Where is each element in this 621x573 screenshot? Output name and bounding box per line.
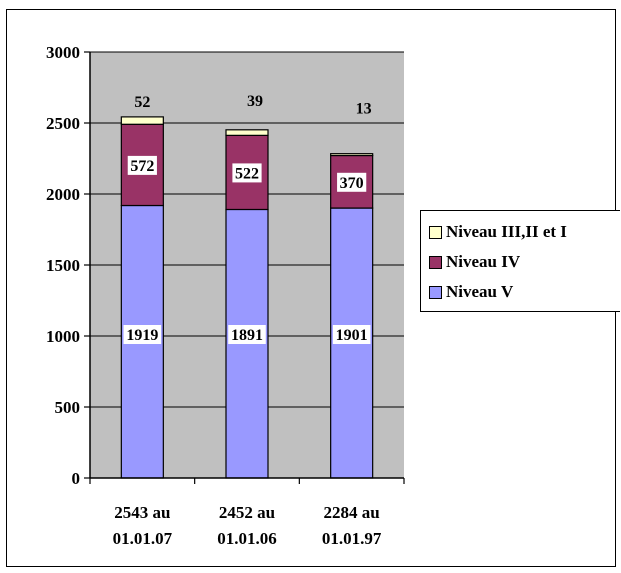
data-label-niveau-3-2-1: 39 xyxy=(247,93,263,110)
x-tick-label: 2543 au xyxy=(114,503,170,522)
x-tick-label: 2284 au xyxy=(324,503,380,522)
data-label-niveau-5: 1919 xyxy=(126,327,158,344)
y-tick-label: 3000 xyxy=(46,43,80,62)
legend-swatch-niveau-4 xyxy=(429,255,442,269)
y-tick-label: 500 xyxy=(55,398,81,417)
data-label-niveau-5-box xyxy=(332,325,371,344)
x-tick-label: 01.01.97 xyxy=(322,529,382,548)
data-label-niveau-5: 1891 xyxy=(231,327,263,344)
data-label-niveau-5: 1901 xyxy=(336,327,368,344)
data-label-niveau-5-box xyxy=(123,325,162,344)
bar-segment xyxy=(120,116,164,125)
legend-label: Niveau V xyxy=(446,282,514,301)
data-label-niveau-4-box xyxy=(337,172,367,192)
x-tick-label: 01.01.06 xyxy=(217,529,277,548)
data-label-niveau-5-box xyxy=(228,325,266,344)
legend: Niveau III,II et I Niveau IV Niveau V xyxy=(420,210,620,312)
data-label-niveau-3-2-1: 13 xyxy=(356,101,372,118)
axes: 2543 au 01.01.07 2452 au 01.01.06 2284 au 01.… xyxy=(46,43,405,548)
legend-item-niveau-4: Niveau IV xyxy=(421,247,620,277)
x-tick-label: 2452 au xyxy=(219,503,275,522)
legend-swatch-niveau-5 xyxy=(429,285,442,299)
legend-item-niveau-5: Niveau V xyxy=(421,277,620,307)
legend-label: Niveau III,II et I xyxy=(446,222,567,241)
data-labels: 1919 572 52 1891 522 39 1901 370 13 xyxy=(123,93,372,344)
data-label-niveau-3-2-1: 52 xyxy=(134,94,150,111)
x-tick-label: 01.01.07 xyxy=(113,529,173,548)
bar-segment xyxy=(225,129,269,136)
y-tick-label: 2500 xyxy=(46,114,80,133)
bar-segment xyxy=(330,153,374,157)
legend-item-niveau-3-2-1: Niveau III,II et I xyxy=(421,217,620,247)
legend-swatch-niveau-3-2-1 xyxy=(429,225,442,239)
data-label-niveau-4: 370 xyxy=(340,175,364,192)
y-tick-label: 0 xyxy=(72,469,81,488)
legend-label: Niveau IV xyxy=(446,252,521,271)
y-tick-label: 2000 xyxy=(46,185,80,204)
y-tick-label: 1000 xyxy=(46,327,80,346)
data-label-niveau-4-box xyxy=(232,163,262,183)
y-tick-label: 1500 xyxy=(46,256,80,275)
data-label-niveau-4: 572 xyxy=(130,158,154,175)
data-label-niveau-4-box xyxy=(127,155,157,175)
data-label-niveau-4: 522 xyxy=(235,165,259,182)
